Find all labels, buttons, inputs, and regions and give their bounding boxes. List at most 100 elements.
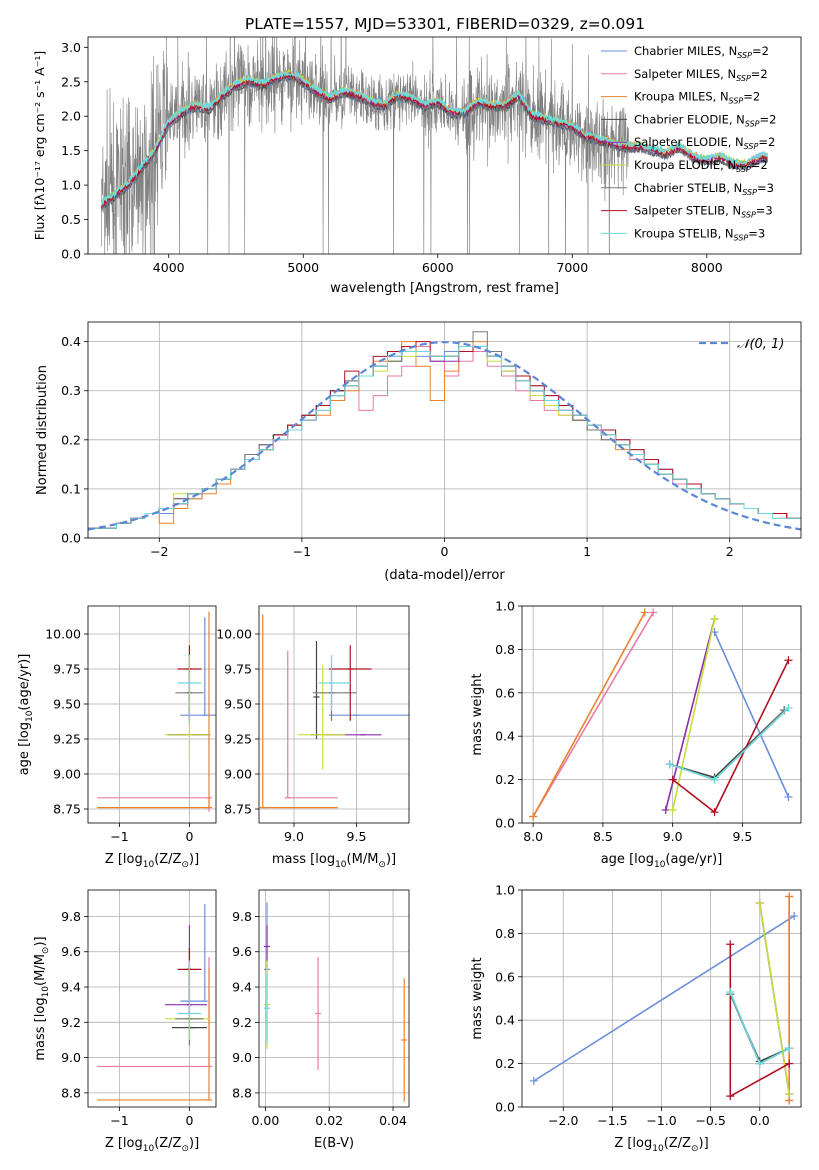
y-tick-label: 8.75	[224, 802, 252, 817]
weight-marker	[726, 1092, 735, 1101]
y-tick-label: 0.6	[495, 969, 515, 984]
weight-marker	[668, 805, 677, 814]
weight-marker	[640, 608, 649, 617]
errorbar-kroupa-stelib	[319, 655, 351, 711]
x-tick-label: 9.5	[732, 829, 752, 844]
y-tick-label: 0.0	[495, 1100, 515, 1115]
weight-marker	[755, 899, 764, 908]
label-part: Z [log	[105, 852, 143, 867]
errorbar-salpeter-miles	[284, 650, 338, 799]
axes-frame	[87, 605, 217, 824]
y-tick-label: 2.0	[61, 109, 81, 124]
legend-text: Salpeter ELODIE, N	[634, 135, 744, 149]
errorbar-salpeter-miles	[315, 957, 322, 1070]
legend-sub: SSP	[736, 74, 751, 83]
label-part: age [log	[17, 722, 32, 775]
label-part: mass [log	[33, 997, 48, 1060]
x-tick-label: 1	[583, 544, 591, 559]
label-part: Z [log	[614, 1136, 652, 1151]
y-tick-label: 9.8	[61, 909, 81, 924]
y-tick-label: 8.8	[61, 1085, 81, 1100]
weight-series-chabrier-miles	[529, 912, 799, 1085]
label-part: ⊙	[378, 860, 386, 870]
y-tick-label: 9.0	[61, 1050, 81, 1065]
x-axis-label: mass [log10(M/M⊙)]	[272, 852, 396, 870]
legend-label-chabrier-miles: Chabrier MILES, NSSP=2	[634, 44, 769, 60]
y-axis-label: Flux [fλ10⁻¹⁷ erg cm⁻² s⁻¹ A⁻¹]	[32, 51, 47, 240]
hist-step-kroupa-stelib	[88, 346, 801, 538]
legend-text: Chabrier STELIB, N	[634, 181, 742, 195]
weight-line	[533, 915, 795, 1082]
x-tick-label: 9.5	[347, 829, 367, 844]
label-part: (Z/Z	[154, 1136, 181, 1151]
errorbar-chabrier-miles	[180, 904, 208, 1002]
x-tick-label: 0.02	[315, 1113, 343, 1128]
x-tick-label: 0.0	[750, 1113, 770, 1128]
axes-frame	[87, 889, 217, 1108]
legend-text: Salpeter MILES, N	[634, 67, 736, 81]
x-axis-label: age [log10(age/yr)]	[601, 852, 723, 870]
weight-line	[758, 902, 790, 1095]
legend-text: Chabrier ELODIE, N	[634, 112, 745, 126]
label-part: Z [log	[105, 1136, 143, 1151]
legend-label-salpeter-stelib: Salpeter STELIB, NSSP=3	[634, 204, 773, 220]
label-part: 10	[143, 1144, 155, 1154]
x-tick-label: 8.5	[593, 829, 613, 844]
y-tick-label: 9.8	[232, 909, 252, 924]
y-tick-label: 0.2	[61, 432, 81, 447]
y-tick-label: 9.00	[53, 767, 81, 782]
y-tick-label: 10.00	[45, 627, 81, 642]
x-tick-label: 0.00	[251, 1113, 279, 1128]
label-part: )]	[699, 1136, 709, 1151]
errorbar-kroupa-stelib	[263, 972, 270, 1044]
legend-sub: SSP	[736, 165, 751, 174]
y-tick-label: 9.25	[53, 732, 81, 747]
weight-vs-age-axes: 8.0 8.5 9.0 9.5 0.0 0.2 0.4 0.6 0.8 1.0 age [log10…	[470, 599, 802, 870]
label-part: age [log	[601, 852, 654, 867]
errorbar-kroupa-miles	[97, 611, 213, 809]
legend-tail: =2	[743, 90, 760, 104]
y-axis-label: Normed distribution	[35, 365, 50, 495]
y-tick-label: 0.8	[495, 642, 515, 657]
x-tick-label: 6000	[422, 260, 454, 275]
y-tick-label: 10.00	[216, 627, 252, 642]
weight-line	[713, 631, 790, 798]
x-tick-label: 0.04	[379, 1113, 407, 1128]
y-tick-label: 0.4	[495, 729, 515, 744]
x-tick-label: 0	[185, 829, 193, 844]
weight-series-kroupa-stelib	[665, 703, 793, 784]
y-tick-label: 0.5	[61, 212, 81, 227]
legend-sub: SSP	[737, 51, 752, 60]
weight-marker	[785, 1059, 794, 1068]
y-tick-label: 2.5	[61, 74, 81, 89]
weight-marker	[710, 615, 719, 624]
x-tick-label: 4000	[153, 260, 185, 275]
label-part: )]	[33, 936, 48, 946]
errorbar-chabrier-miles	[180, 617, 216, 716]
weight-marker	[649, 608, 658, 617]
label-part: ⊙	[691, 1144, 699, 1154]
x-tick-label: −1	[110, 829, 128, 844]
legend-label-kroupa-miles: Kroupa MILES, NSSP=2	[634, 90, 760, 106]
weight-line	[671, 618, 716, 811]
weight-marker	[784, 703, 793, 712]
label-part: 10	[654, 860, 666, 870]
y-axis-label: mass weight	[470, 957, 485, 1039]
weight-vs-Z-axes: −2.0 −1.5 −1.0 −0.5 0.0 0.0 0.2 0.4 0.6 0.8 1.0 Z […	[470, 883, 802, 1154]
weight-marker	[784, 656, 793, 665]
weight-marker	[661, 805, 670, 814]
label-part: (Z/Z	[154, 852, 181, 867]
x-axis-label: E(B-V)	[314, 1136, 354, 1151]
y-tick-label: 0.2	[495, 772, 515, 787]
y-tick-label: 9.00	[224, 767, 252, 782]
legend-tail: =2	[751, 158, 768, 172]
label-part: 10	[143, 860, 155, 870]
weight-marker	[668, 775, 677, 784]
label-part: E(B-V)	[314, 1136, 354, 1151]
x-axis-label: (data-model)/error	[384, 568, 505, 583]
y-tick-label: 9.6	[61, 944, 81, 959]
x-tick-label: −1.5	[597, 1113, 627, 1128]
y-tick-label: 0.8	[495, 926, 515, 941]
y-tick-label: 9.4	[232, 980, 252, 995]
